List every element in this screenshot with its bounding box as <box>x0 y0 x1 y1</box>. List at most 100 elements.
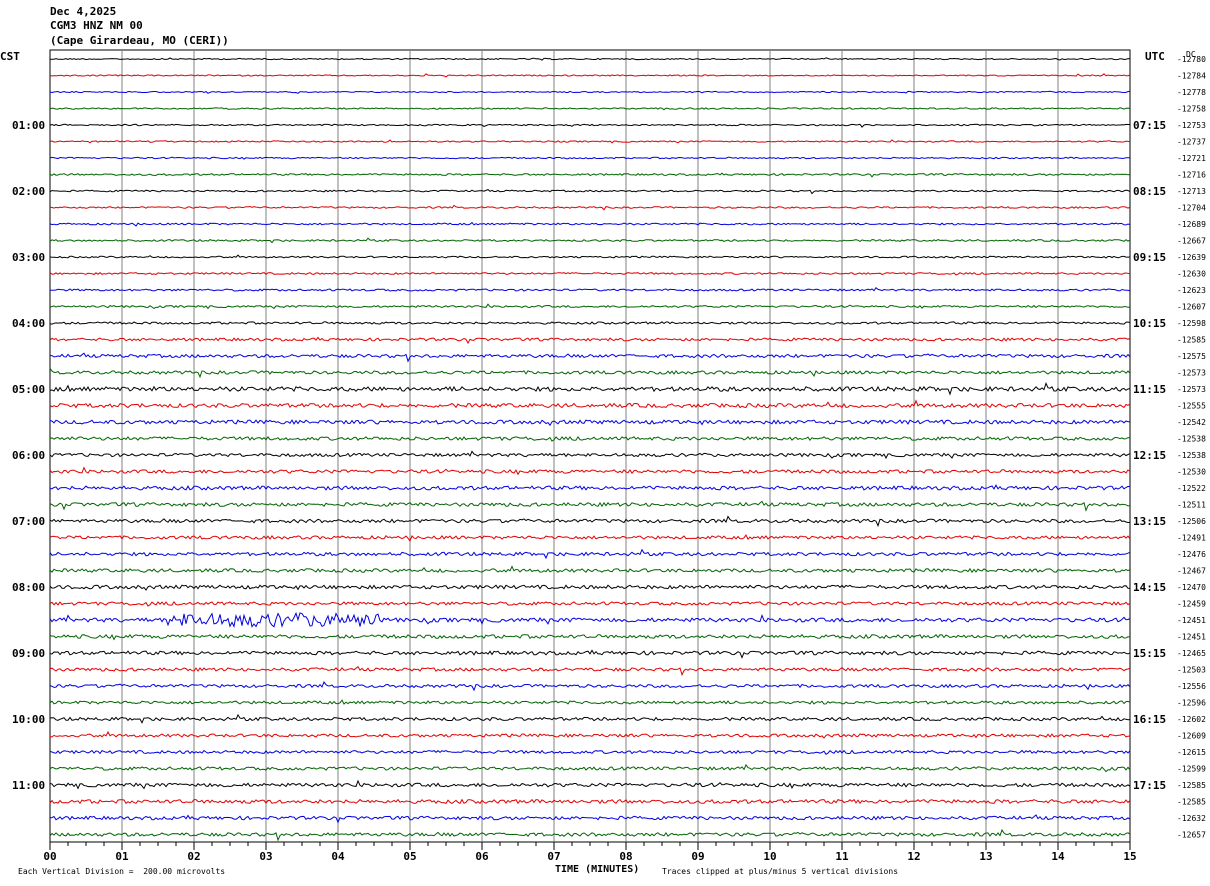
cst-hour-label: 06:00 <box>12 449 45 462</box>
x-tick-label: 02 <box>187 850 200 863</box>
trace-line <box>49 189 1131 195</box>
trace-line <box>49 548 1131 560</box>
trace-line <box>49 271 1131 276</box>
trace-line <box>49 584 1131 591</box>
trace-line <box>50 352 1131 363</box>
cst-hour-label: 05:00 <box>12 383 45 396</box>
cst-hour-label: 01:00 <box>12 119 45 132</box>
trace-line <box>49 484 1131 491</box>
trace-line <box>49 713 1131 724</box>
x-tick-label: 04 <box>331 850 345 863</box>
trace-line <box>49 633 1131 641</box>
trace-line <box>49 814 1131 824</box>
cst-hour-label: 09:00 <box>12 647 45 660</box>
utc-hour-label: 13:15 <box>1133 515 1166 528</box>
plot-frame <box>49 49 1131 843</box>
trace-line <box>49 828 1131 842</box>
dc-offset-label: -12607 <box>1177 303 1206 312</box>
dc-offset-label: -12470 <box>1177 583 1206 592</box>
dc-offset-label: -12704 <box>1177 204 1206 213</box>
dc-offset-label: -12758 <box>1177 105 1206 114</box>
x-tick-label: 05 <box>403 850 416 863</box>
utc-hour-label: 09:15 <box>1133 251 1166 264</box>
trace-line <box>49 221 1131 227</box>
trace-line <box>49 534 1131 543</box>
trace-line <box>49 779 1131 790</box>
x-tick-label: 13 <box>979 850 992 863</box>
dc-offset-label: -12737 <box>1177 138 1206 147</box>
dc-offset-label: -12630 <box>1177 270 1206 279</box>
utc-hour-label: 15:15 <box>1133 647 1166 660</box>
dc-offset-label: -12573 <box>1177 385 1206 394</box>
trace-line <box>49 601 1131 607</box>
x-tick-label: 12 <box>907 850 920 863</box>
trace-line <box>49 515 1131 528</box>
trace-line <box>49 172 1131 178</box>
header-location: (Cape Girardeau, MO (CERI)) <box>50 34 229 47</box>
trace-line <box>49 90 1131 94</box>
dc-offset-label: -12632 <box>1177 814 1206 823</box>
trace-line <box>49 665 1131 677</box>
dc-offset-label: -12585 <box>1177 798 1206 807</box>
dc-offset-label: -12506 <box>1177 517 1206 526</box>
trace-line <box>49 123 1130 128</box>
dc-offset-label: -12542 <box>1177 418 1206 427</box>
dc-offset-label: -12609 <box>1177 732 1206 741</box>
trace-line <box>49 399 1131 409</box>
cst-hour-label: 04:00 <box>12 317 45 330</box>
dc-offset-label: -12530 <box>1177 468 1206 477</box>
trace-line <box>49 336 1131 345</box>
utc-hour-label: 17:15 <box>1133 779 1166 792</box>
dc-offset-label: -12602 <box>1177 715 1206 724</box>
trace-line <box>49 367 1131 379</box>
trace-line <box>49 254 1131 259</box>
dc-offset-label: -12538 <box>1177 435 1206 444</box>
trace-line <box>49 680 1131 692</box>
trace-line <box>49 321 1131 325</box>
dc-offset-label: -12491 <box>1177 534 1206 543</box>
x-tick-label: 07 <box>547 850 560 863</box>
trace-line <box>49 73 1131 78</box>
x-axis-title: TIME (MINUTES) <box>555 864 640 875</box>
x-tick-label: 08 <box>619 850 632 863</box>
cst-hour-label: 02:00 <box>12 185 45 198</box>
utc-hour-label: 08:15 <box>1133 185 1166 198</box>
utc-hour-label: 16:15 <box>1133 713 1166 726</box>
cst-hour-label: 11:00 <box>12 779 45 792</box>
dc-offset-label: -12556 <box>1177 682 1206 691</box>
trace-line <box>49 649 1131 659</box>
utc-hour-label: 07:15 <box>1133 119 1166 132</box>
dc-offset-label: -12451 <box>1177 616 1206 625</box>
dc-offset-label: -12555 <box>1177 402 1206 411</box>
dc-offset-label: -12467 <box>1177 567 1206 576</box>
dc-offset-label: -12599 <box>1177 765 1206 774</box>
vertical-division-note: Each Vertical Division = 200.00 microvol… <box>18 867 226 876</box>
dc-offset-label: -12615 <box>1177 748 1206 757</box>
dc-offset-label: -12503 <box>1177 666 1206 675</box>
dc-offset-label: -12476 <box>1177 550 1206 559</box>
trace-line <box>50 204 1131 211</box>
utc-hour-label: 12:15 <box>1133 449 1166 462</box>
trace-line <box>49 565 1131 574</box>
dc-offset-label: -12780 <box>1177 55 1206 64</box>
dc-offset-label: -12713 <box>1177 187 1206 196</box>
dc-offset-label: -12598 <box>1177 319 1206 328</box>
trace-line <box>49 450 1131 460</box>
x-tick-label: 01 <box>115 850 129 863</box>
dc-offset-label: -12459 <box>1177 600 1206 609</box>
trace-line <box>49 303 1131 310</box>
utc-hour-label: 14:15 <box>1133 581 1166 594</box>
dc-offset-label: -12623 <box>1177 286 1206 295</box>
trace-line <box>49 763 1131 773</box>
cst-label: CST <box>0 50 20 63</box>
dc-offset-label: -12585 <box>1177 336 1206 345</box>
dc-offset-label: -12689 <box>1177 220 1206 229</box>
header-station: CGM3 HNZ NM 00 <box>50 19 143 32</box>
seismic-traces <box>49 57 1131 842</box>
trace-line <box>49 436 1131 442</box>
dc-offset-label: -12585 <box>1177 781 1206 790</box>
header-date: Dec 4,2025 <box>50 5 117 18</box>
utc-label: UTC <box>1145 50 1165 63</box>
x-tick-label: 11 <box>835 850 849 863</box>
trace-line <box>49 730 1131 739</box>
